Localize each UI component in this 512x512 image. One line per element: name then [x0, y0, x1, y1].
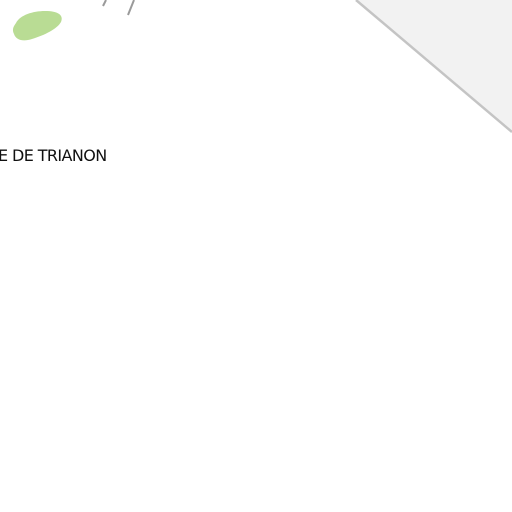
place-label-trianon: E DE TRIANON [0, 146, 107, 165]
path-line-2 [127, 0, 135, 16]
path-line-1 [102, 0, 107, 7]
green-park-area [12, 11, 62, 41]
gray-area-border [355, 0, 512, 133]
